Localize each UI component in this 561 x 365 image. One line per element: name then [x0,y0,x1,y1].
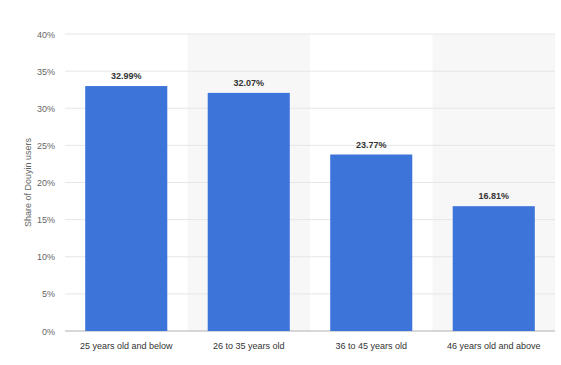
x-tick-label: 26 to 35 years old [213,341,285,351]
y-tick-label: 25% [37,141,55,151]
data-label: 16.81% [478,191,509,201]
bar [453,206,535,331]
bars [85,86,535,331]
bar [208,93,290,331]
y-tick-label: 5% [42,289,55,299]
data-label: 32.99% [111,71,142,81]
y-tick-label: 30% [37,104,55,114]
y-tick-label: 40% [37,30,55,40]
grid-line [65,34,555,35]
bar [330,155,412,331]
x-tick-label: 36 to 45 years old [335,341,407,351]
x-tick-label: 46 years old and above [447,341,541,351]
bar [85,86,167,331]
data-label: 32.07% [233,78,264,88]
y-tick-label: 20% [37,178,55,188]
y-tick-label: 0% [42,327,55,337]
data-label: 23.77% [356,140,387,150]
y-tick-label: 35% [37,67,55,77]
y-axis-title: Share of Douyin users [23,137,33,227]
x-tick-label: 25 years old and below [80,341,173,351]
chart: 0% 5% 10% 15% 20% 25% 30% 35% 40% Share of Douyin… [0,0,561,365]
y-tick-label: 10% [37,252,55,262]
y-tick-label: 15% [37,215,55,225]
